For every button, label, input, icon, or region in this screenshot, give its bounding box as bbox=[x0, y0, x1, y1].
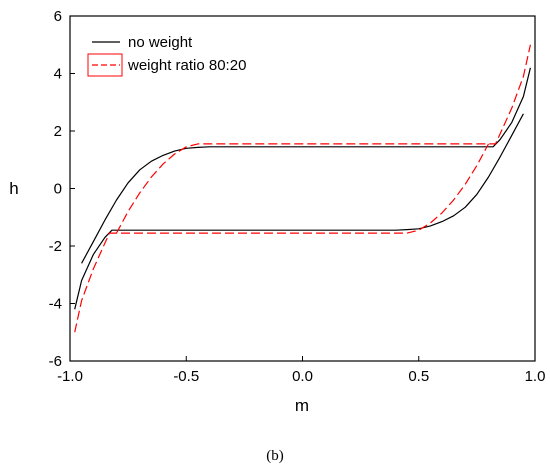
x-tick-label: -0.5 bbox=[173, 368, 199, 385]
legend: no weight weight ratio 80:20 bbox=[87, 34, 246, 77]
x-tick-label: 1.0 bbox=[525, 368, 546, 385]
legend-label: no weight bbox=[128, 34, 193, 51]
y-tick-label: -6 bbox=[49, 353, 62, 370]
x-axis-label: m bbox=[295, 396, 309, 415]
legend-label: weight ratio 80:20 bbox=[127, 57, 246, 74]
series-weight-ratio-upper-line bbox=[115, 44, 531, 234]
x-tick-label: -1.0 bbox=[57, 368, 83, 385]
y-tick-label: 6 bbox=[54, 8, 62, 25]
legend-highlight-box bbox=[87, 53, 123, 77]
series-no-weight-lower-line bbox=[74, 113, 524, 310]
ticks-layer: -1.0 -0.5 0.0 0.5 1.0 -6 -4 -2 0 2 4 6 bbox=[49, 8, 546, 385]
figure-caption: (b) bbox=[266, 448, 284, 464]
series-layer bbox=[74, 44, 531, 333]
series-no-weight-upper-line bbox=[81, 67, 531, 264]
x-tick-label: 0.5 bbox=[408, 368, 429, 385]
y-tick-label: 2 bbox=[54, 123, 62, 140]
y-tick-label: 0 bbox=[54, 181, 62, 198]
y-axis-label: h bbox=[9, 179, 18, 198]
series-weight-ratio-lower-line bbox=[74, 143, 490, 333]
y-tick-label: -4 bbox=[49, 296, 62, 313]
y-tick-label: -2 bbox=[49, 238, 62, 255]
y-tick-label: 4 bbox=[54, 66, 62, 83]
x-tick-label: 0.0 bbox=[292, 368, 313, 385]
